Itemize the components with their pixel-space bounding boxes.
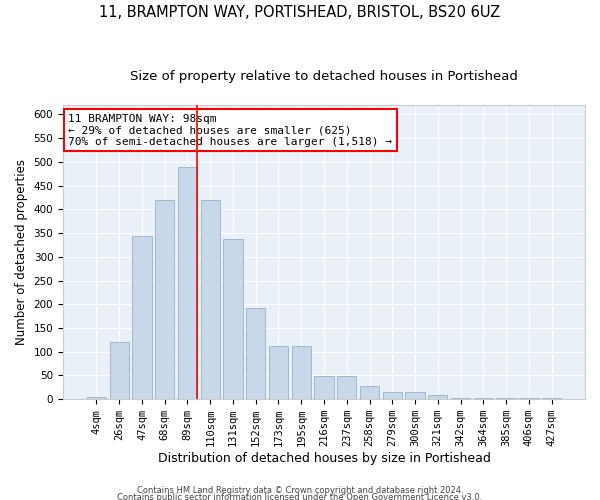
Bar bbox=[519, 398, 539, 399]
Bar bbox=[406, 392, 425, 399]
Bar bbox=[428, 396, 448, 399]
Bar bbox=[383, 392, 402, 399]
Bar bbox=[451, 398, 470, 399]
Y-axis label: Number of detached properties: Number of detached properties bbox=[15, 159, 28, 345]
Text: Contains public sector information licensed under the Open Government Licence v3: Contains public sector information licen… bbox=[118, 494, 482, 500]
Bar bbox=[110, 342, 129, 399]
Bar bbox=[337, 376, 356, 399]
Bar bbox=[496, 398, 516, 399]
Bar bbox=[246, 308, 265, 399]
Bar bbox=[223, 240, 242, 399]
Text: 11 BRAMPTON WAY: 98sqm
← 29% of detached houses are smaller (625)
70% of semi-de: 11 BRAMPTON WAY: 98sqm ← 29% of detached… bbox=[68, 114, 392, 147]
Bar bbox=[542, 398, 561, 399]
Bar bbox=[314, 376, 334, 399]
Text: 11, BRAMPTON WAY, PORTISHEAD, BRISTOL, BS20 6UZ: 11, BRAMPTON WAY, PORTISHEAD, BRISTOL, B… bbox=[100, 5, 500, 20]
Bar bbox=[132, 236, 152, 399]
Text: Contains HM Land Registry data © Crown copyright and database right 2024.: Contains HM Land Registry data © Crown c… bbox=[137, 486, 463, 495]
Bar bbox=[200, 200, 220, 399]
X-axis label: Distribution of detached houses by size in Portishead: Distribution of detached houses by size … bbox=[158, 452, 490, 465]
Bar bbox=[178, 166, 197, 399]
Bar bbox=[360, 386, 379, 399]
Bar bbox=[155, 200, 175, 399]
Bar bbox=[269, 346, 288, 399]
Bar bbox=[292, 346, 311, 399]
Bar bbox=[87, 397, 106, 399]
Bar bbox=[473, 398, 493, 399]
Title: Size of property relative to detached houses in Portishead: Size of property relative to detached ho… bbox=[130, 70, 518, 83]
